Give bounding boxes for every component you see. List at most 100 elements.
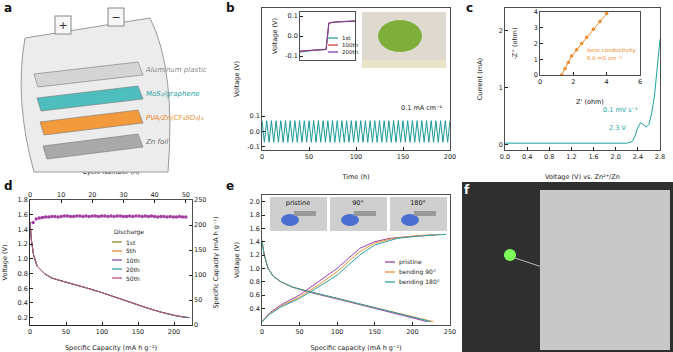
svg-text:200: 200 xyxy=(406,328,418,336)
svg-text:0.0: 0.0 xyxy=(500,153,510,161)
svg-text:250: 250 xyxy=(194,196,206,204)
svg-text:0.4: 0.4 xyxy=(250,305,260,313)
svg-text:0: 0 xyxy=(28,328,32,336)
svg-text:0: 0 xyxy=(538,78,542,86)
svg-text:0.1 mV s⁻¹: 0.1 mV s⁻¹ xyxy=(603,106,638,114)
svg-text:f: f xyxy=(464,183,470,197)
svg-text:0.0: 0.0 xyxy=(288,32,298,40)
svg-text:−: − xyxy=(111,11,120,24)
svg-text:100: 100 xyxy=(331,328,343,336)
svg-text:0: 0 xyxy=(534,71,538,79)
svg-text:20: 20 xyxy=(88,191,96,199)
svg-text:180°: 180° xyxy=(410,199,426,207)
svg-text:100: 100 xyxy=(350,153,362,161)
svg-text:1: 1 xyxy=(499,84,503,92)
svg-text:2.4: 2.4 xyxy=(633,153,643,161)
svg-text:1.6: 1.6 xyxy=(250,225,260,233)
svg-text:c: c xyxy=(466,1,473,15)
svg-text:20th: 20th xyxy=(126,266,140,273)
svg-text:100: 100 xyxy=(96,328,108,336)
svg-text:0.8: 0.8 xyxy=(250,278,260,286)
svg-text:1st: 1st xyxy=(342,35,351,41)
svg-text:30: 30 xyxy=(119,191,127,199)
svg-text:4: 4 xyxy=(605,78,609,86)
svg-text:pristine: pristine xyxy=(286,199,310,207)
svg-text:50: 50 xyxy=(305,153,313,161)
svg-text:0.6: 0.6 xyxy=(250,291,260,299)
svg-text:Current (mA): Current (mA) xyxy=(476,58,484,100)
svg-text:1.8: 1.8 xyxy=(18,196,28,204)
svg-text:Ionic conductivity:: Ionic conductivity: xyxy=(587,47,637,54)
svg-text:Voltage (V): Voltage (V) xyxy=(233,242,241,278)
svg-text:0.4: 0.4 xyxy=(522,153,532,161)
svg-text:0: 0 xyxy=(260,328,264,336)
svg-text:3: 3 xyxy=(534,24,538,32)
svg-text:0: 0 xyxy=(260,153,264,161)
svg-text:40: 40 xyxy=(150,191,158,199)
svg-text:250: 250 xyxy=(444,328,456,336)
svg-text:1.2: 1.2 xyxy=(18,240,28,248)
svg-text:1: 1 xyxy=(534,56,538,64)
svg-text:150: 150 xyxy=(132,328,144,336)
svg-text:6.0 mS cm⁻¹: 6.0 mS cm⁻¹ xyxy=(587,55,622,61)
svg-text:-Z'' (ohm): -Z'' (ohm) xyxy=(511,28,519,60)
svg-text:200th: 200th xyxy=(342,49,359,55)
svg-text:1.8: 1.8 xyxy=(250,211,260,219)
svg-text:1.2: 1.2 xyxy=(566,153,576,161)
svg-text:1.6: 1.6 xyxy=(18,211,28,219)
svg-text:5th: 5th xyxy=(126,247,136,254)
svg-text:PVA/Zn(CF₃SO₃)₂: PVA/Zn(CF₃SO₃)₂ xyxy=(146,114,204,122)
svg-text:2.0: 2.0 xyxy=(611,153,621,161)
svg-text:a: a xyxy=(4,1,12,15)
svg-text:0.1: 0.1 xyxy=(288,12,298,20)
svg-text:-0.1: -0.1 xyxy=(285,52,298,60)
svg-text:150: 150 xyxy=(397,153,409,161)
svg-text:1.0: 1.0 xyxy=(18,255,28,263)
svg-text:0.8: 0.8 xyxy=(544,153,554,161)
svg-text:10th: 10th xyxy=(126,257,140,264)
svg-text:Specific Capacity (mA h g⁻¹): Specific Capacity (mA h g⁻¹) xyxy=(65,344,157,352)
svg-text:+: + xyxy=(58,19,67,32)
svg-text:50: 50 xyxy=(62,328,70,336)
svg-text:Z' (ohm): Z' (ohm) xyxy=(576,98,604,106)
svg-text:2: 2 xyxy=(571,78,575,86)
svg-text:1st: 1st xyxy=(126,239,136,246)
svg-text:2: 2 xyxy=(534,40,538,48)
svg-text:Zn foil: Zn foil xyxy=(145,138,168,146)
svg-text:50: 50 xyxy=(182,191,190,199)
svg-text:Specific capacity (mA h g⁻¹): Specific capacity (mA h g⁻¹) xyxy=(310,344,401,352)
svg-text:bending 180°: bending 180° xyxy=(399,278,440,286)
svg-text:Specific Capacity (mA h g⁻¹): Specific Capacity (mA h g⁻¹) xyxy=(212,216,220,308)
svg-text:1.4: 1.4 xyxy=(18,226,28,234)
svg-text:b: b xyxy=(226,1,235,15)
svg-text:Time (h): Time (h) xyxy=(341,173,369,181)
svg-text:90°: 90° xyxy=(352,199,364,207)
svg-text:150: 150 xyxy=(369,328,381,336)
svg-text:0: 0 xyxy=(28,191,32,199)
svg-text:Cycle Number (n): Cycle Number (n) xyxy=(82,168,139,176)
svg-text:50th: 50th xyxy=(126,275,140,282)
svg-text:200: 200 xyxy=(194,221,206,229)
svg-text:MoS₂/graphene: MoS₂/graphene xyxy=(146,90,199,98)
svg-text:2.3 V: 2.3 V xyxy=(609,124,626,132)
svg-text:6: 6 xyxy=(638,78,642,86)
svg-text:-0.1: -0.1 xyxy=(247,143,260,151)
svg-text:50: 50 xyxy=(295,328,303,336)
svg-text:1.4: 1.4 xyxy=(250,238,260,246)
svg-text:10: 10 xyxy=(57,191,65,199)
svg-text:0: 0 xyxy=(194,321,198,329)
svg-text:Voltage (V): Voltage (V) xyxy=(271,18,279,54)
svg-text:1.2: 1.2 xyxy=(250,251,260,259)
svg-text:Voltage (V): Voltage (V) xyxy=(233,61,241,97)
svg-text:Aluminum plastic: Aluminum plastic xyxy=(145,66,207,74)
svg-text:0: 0 xyxy=(499,141,503,149)
svg-text:200: 200 xyxy=(168,328,180,336)
svg-text:50: 50 xyxy=(194,296,202,304)
svg-text:100: 100 xyxy=(194,271,206,279)
svg-text:1.0: 1.0 xyxy=(250,265,260,273)
svg-text:e: e xyxy=(226,179,234,193)
svg-text:2.0: 2.0 xyxy=(250,198,260,206)
svg-text:200: 200 xyxy=(444,153,456,161)
svg-text:pristine: pristine xyxy=(399,258,422,266)
svg-text:Voltage (V): Voltage (V) xyxy=(1,245,9,281)
